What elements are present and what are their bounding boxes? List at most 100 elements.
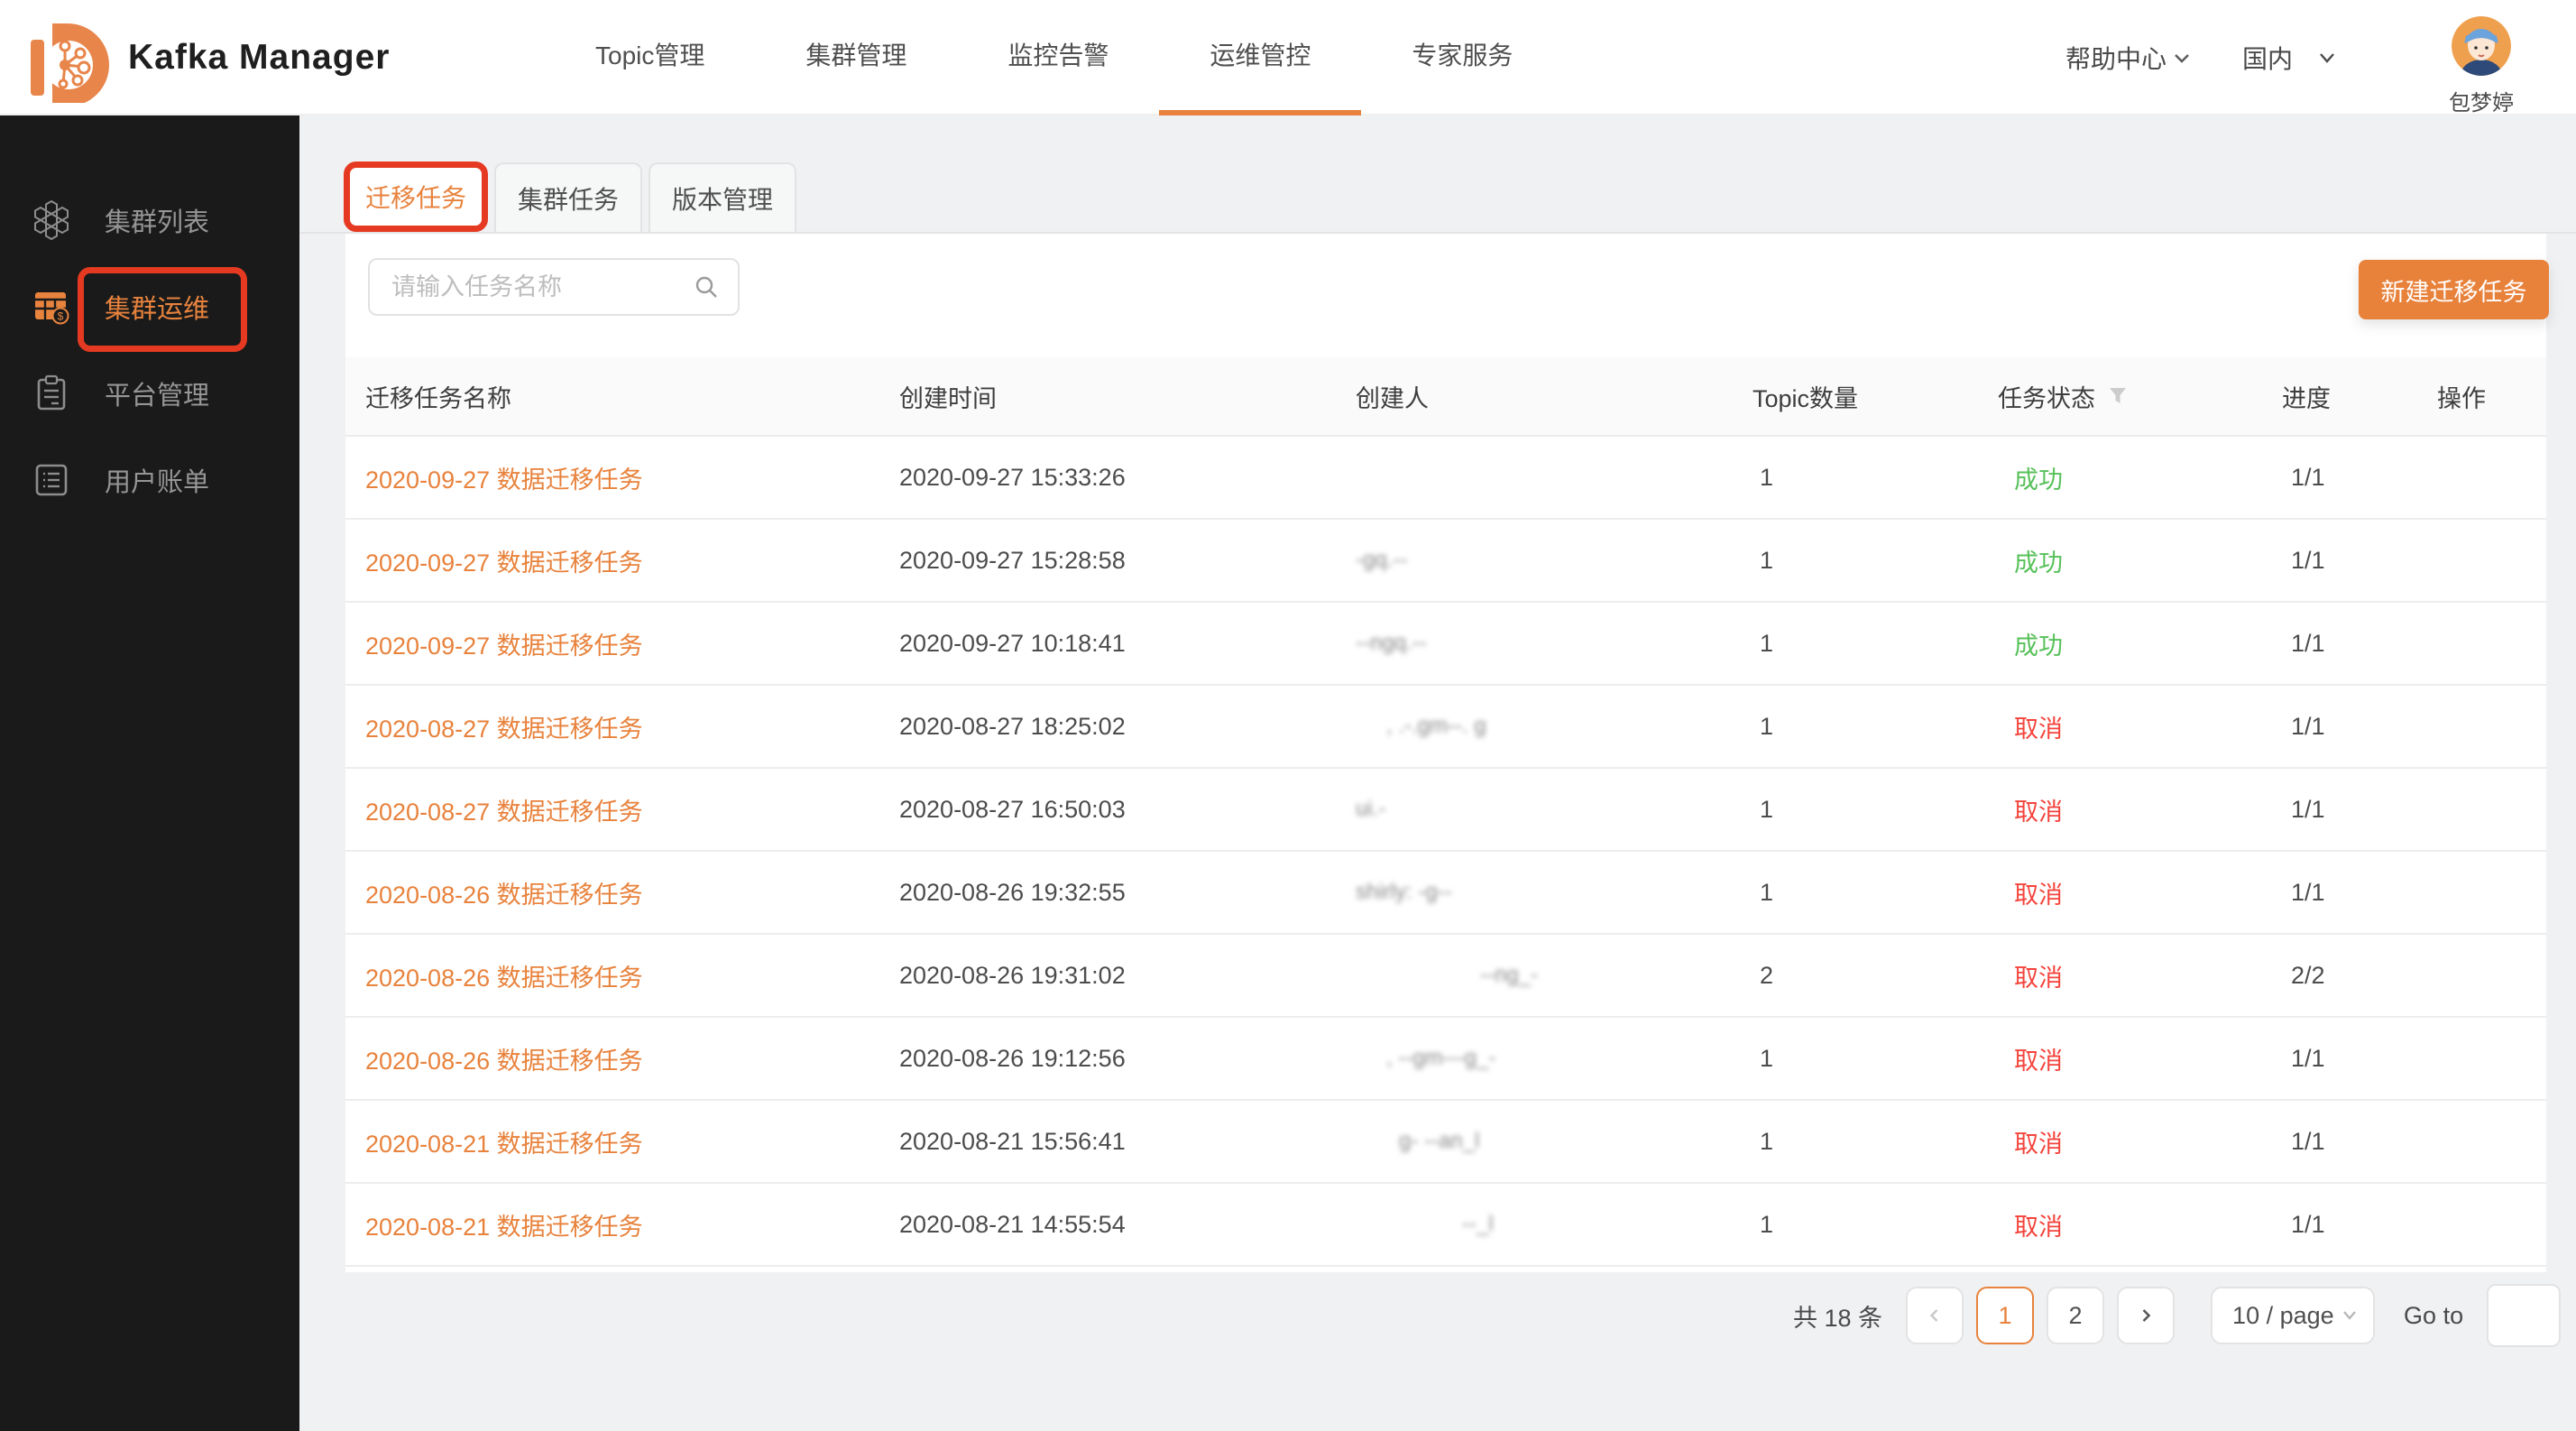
creator: --ngq.-- (1356, 631, 1427, 655)
page-button-2[interactable]: 2 (2047, 1287, 2105, 1344)
top-header: Kafka Manager Topic管理 集群管理 监控告警 运维管控 专家服… (0, 0, 2576, 115)
creator: , --gm---g_- (1386, 1046, 1496, 1070)
task-name-link[interactable]: 2020-08-26 数据迁移任务 (365, 964, 643, 992)
progress: 2/2 (2291, 961, 2325, 989)
topic-count: 1 (1760, 463, 1774, 491)
prev-page-button[interactable] (1906, 1287, 1964, 1344)
sidebar-item-user-billing[interactable]: 用户账单 (0, 437, 299, 523)
progress: 1/1 (2291, 546, 2325, 574)
table-body: 2020-09-27 数据迁移任务 2020-09-27 15:33:26 1 … (345, 437, 2546, 1267)
billing-grid-icon: $ (35, 292, 69, 325)
status-badge: 取消 (2014, 881, 2063, 909)
create-migration-task-button[interactable]: 新建迁移任务 (2359, 260, 2549, 319)
col-task-status: 任务状态 (1978, 379, 2262, 414)
status-badge: 成功 (2014, 549, 2063, 577)
creator: , .-.gm--. g (1386, 714, 1486, 738)
table-row: 2020-09-27 数据迁移任务 2020-09-27 10:18:41 --… (345, 603, 2546, 686)
status-badge: 成功 (2014, 466, 2063, 494)
nav-cluster-management[interactable]: 集群管理 (805, 42, 907, 69)
filter-icon[interactable] (2108, 386, 2128, 406)
page-size-select[interactable]: 10 / page (2211, 1287, 2376, 1344)
status-badge: 取消 (2014, 964, 2063, 992)
sidebar-item-cluster-ops[interactable]: $ 集群运维 (0, 263, 299, 350)
task-name-link[interactable]: 2020-08-27 数据迁移任务 (365, 715, 643, 743)
sidebar-menu: 集群列表 $ 集群运维 (0, 115, 299, 523)
chevron-down-icon (2175, 54, 2189, 63)
table-row: 2020-08-26 数据迁移任务 2020-08-26 19:31:02 --… (345, 935, 2546, 1018)
sidebar: 集群列表 $ 集群运维 (0, 115, 299, 1431)
table-row: 2020-08-21 数据迁移任务 2020-08-21 15:56:41 g-… (345, 1101, 2546, 1184)
col-topic-count: Topic数量 (1753, 384, 1859, 412)
status-badge: 取消 (2014, 1047, 2063, 1075)
tab-cluster-tasks[interactable]: 集群任务 (494, 162, 642, 232)
nav-expert-service[interactable]: 专家服务 (1412, 42, 1513, 69)
created-time: 2020-09-27 10:18:41 (899, 629, 1126, 657)
creator: -gq.-- (1356, 548, 1408, 572)
created-time: 2020-08-27 16:50:03 (899, 795, 1126, 823)
table-row: 2020-08-26 数据迁移任务 2020-08-26 19:32:55 sh… (345, 852, 2546, 935)
progress: 1/1 (2291, 1127, 2325, 1155)
status-badge: 取消 (2014, 1213, 2063, 1241)
task-name-link[interactable]: 2020-08-26 数据迁移任务 (365, 881, 643, 909)
col-task-name: 迁移任务名称 (365, 384, 511, 412)
user-avatar (2452, 16, 2511, 76)
tab-strip: 迁移任务 集群任务 版本管理 (299, 115, 2576, 234)
col-progress: 进度 (2282, 384, 2331, 412)
status-badge: 成功 (2014, 632, 2063, 660)
sidebar-item-label: 用户账单 (105, 468, 210, 497)
creator: g- --an_l (1399, 1129, 1480, 1153)
task-name-link[interactable]: 2020-09-27 数据迁移任务 (365, 466, 643, 494)
app-title: Kafka Manager (128, 38, 391, 77)
user-menu[interactable]: 包梦婷 (2438, 16, 2525, 116)
list-icon (35, 464, 68, 496)
table-row: 2020-09-27 数据迁移任务 2020-09-27 15:28:58 -g… (345, 520, 2546, 603)
created-time: 2020-09-27 15:33:26 (899, 463, 1126, 491)
sidebar-item-cluster-list[interactable]: 集群列表 (0, 177, 299, 263)
status-badge: 取消 (2014, 1130, 2063, 1158)
progress: 1/1 (2291, 463, 2325, 491)
status-badge: 取消 (2014, 715, 2063, 743)
task-name-link[interactable]: 2020-08-27 数据迁移任务 (365, 798, 643, 826)
table-row: 2020-08-21 数据迁移任务 2020-08-21 14:55:54 --… (345, 1184, 2546, 1267)
page-button-1[interactable]: 1 (1976, 1287, 2035, 1344)
search-icon[interactable] (693, 273, 720, 300)
help-center-label: 帮助中心 (2065, 45, 2167, 73)
page-size-value: 10 / page (2232, 1301, 2334, 1329)
next-page-button[interactable] (2117, 1287, 2176, 1344)
total-count: 共 18 条 (1793, 1304, 1883, 1332)
created-time: 2020-08-21 15:56:41 (899, 1127, 1126, 1155)
region-label: 国内 (2242, 45, 2294, 73)
help-center-menu[interactable]: 帮助中心 (2065, 40, 2192, 76)
search-input[interactable] (368, 258, 740, 316)
quick-jumper-input[interactable] (2487, 1284, 2562, 1347)
main-nav: Topic管理 集群管理 监控告警 运维管控 专家服务 (545, 0, 1563, 115)
table-row: 2020-08-27 数据迁移任务 2020-08-27 16:50:03 ui… (345, 769, 2546, 852)
creator: --_l (1462, 1212, 1494, 1236)
created-time: 2020-08-26 19:31:02 (899, 961, 1126, 989)
task-name-link[interactable]: 2020-09-27 数据迁移任务 (365, 632, 643, 660)
table-row: 2020-08-27 数据迁移任务 2020-08-27 18:25:02 , … (345, 686, 2546, 769)
topic-count: 1 (1760, 629, 1774, 657)
task-name-link[interactable]: 2020-08-26 数据迁移任务 (365, 1047, 643, 1075)
tab-version-management[interactable]: 版本管理 (649, 162, 796, 232)
nav-topic-management[interactable]: Topic管理 (595, 42, 705, 69)
sidebar-item-platform-management[interactable]: 平台管理 (0, 350, 299, 437)
col-created-time: 创建时间 (899, 384, 997, 412)
tab-migration-tasks[interactable]: 迁移任务 (344, 162, 488, 232)
goto-label: Go to (2404, 1301, 2464, 1329)
nav-monitor-alert[interactable]: 监控告警 (1007, 42, 1109, 69)
topic-count: 1 (1760, 546, 1774, 574)
task-name-link[interactable]: 2020-09-27 数据迁移任务 (365, 549, 643, 577)
task-name-link[interactable]: 2020-08-21 数据迁移任务 (365, 1213, 643, 1241)
region-select[interactable]: 国内 (2242, 40, 2338, 76)
chevron-left-icon (1929, 1309, 1938, 1322)
progress: 1/1 (2291, 712, 2325, 740)
creator: shirly: -g-- (1356, 880, 1452, 904)
chevron-down-icon (2320, 53, 2334, 63)
user-name: 包梦婷 (2449, 91, 2514, 115)
task-name-link[interactable]: 2020-08-21 数据迁移任务 (365, 1130, 643, 1158)
topic-count: 1 (1760, 878, 1774, 906)
nav-ops-control[interactable]: 运维管控 (1159, 0, 1362, 115)
chevron-right-icon (2142, 1309, 2151, 1322)
